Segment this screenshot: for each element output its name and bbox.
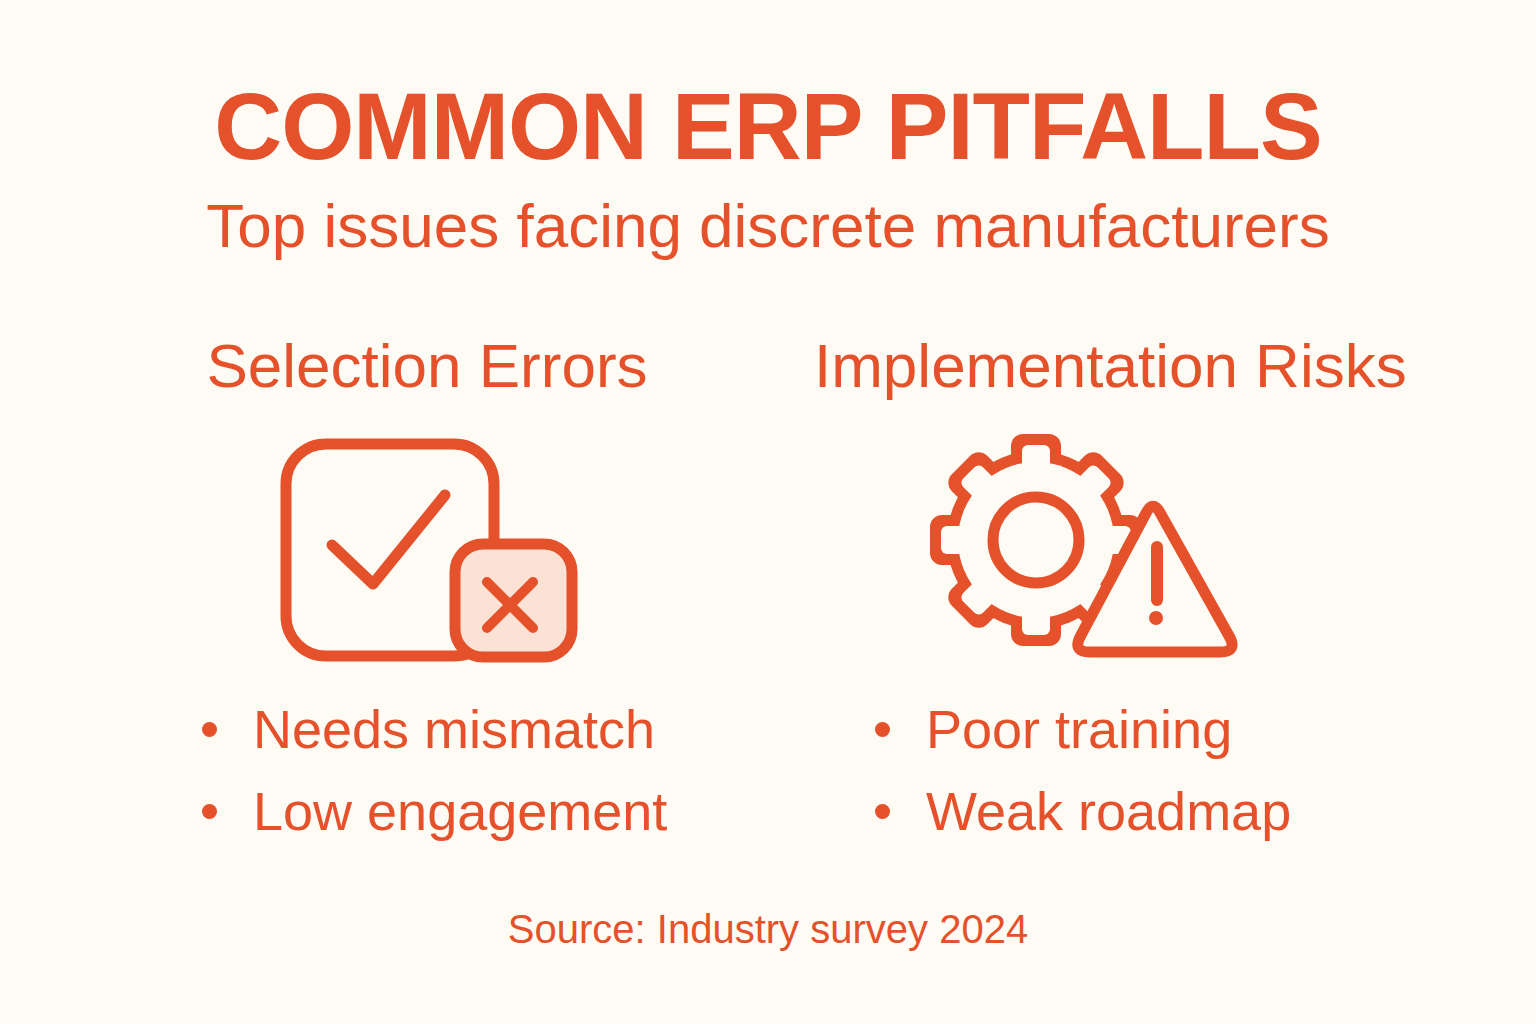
infographic-canvas: COMMON ERP PITFALLS Top issues facing di… [0,0,1536,1024]
selection-errors-list: Needs mismatch Low engagement [202,688,667,852]
source-note: Source: Industry survey 2024 [0,905,1536,953]
list-item: Low engagement [202,770,667,852]
list-item: Needs mismatch [202,688,667,770]
column-heading-implementation-risks: Implementation Risks [814,329,1390,403]
bullet-dot [202,722,217,737]
bullet-dot [202,804,217,819]
gear-warning-icon [920,415,1260,665]
checkbox-error-icon [270,430,590,670]
bullet-label: Low engagement [253,780,667,842]
implementation-risks-list: Poor training Weak roadmap [875,688,1291,852]
bullet-dot [875,722,890,737]
list-item: Weak roadmap [875,770,1291,852]
bullet-label: Poor training [926,698,1232,760]
bullet-dot [875,804,890,819]
list-item: Poor training [875,688,1291,770]
page-subtitle: Top issues facing discrete manufacturers [0,189,1536,263]
page-title: COMMON ERP PITFALLS [0,71,1536,184]
bullet-label: Weak roadmap [926,780,1291,842]
check-mark-icon [332,495,445,584]
exclamation-icon [1149,547,1163,625]
bullet-label: Needs mismatch [253,698,655,760]
column-heading-selection-errors: Selection Errors [139,329,715,403]
